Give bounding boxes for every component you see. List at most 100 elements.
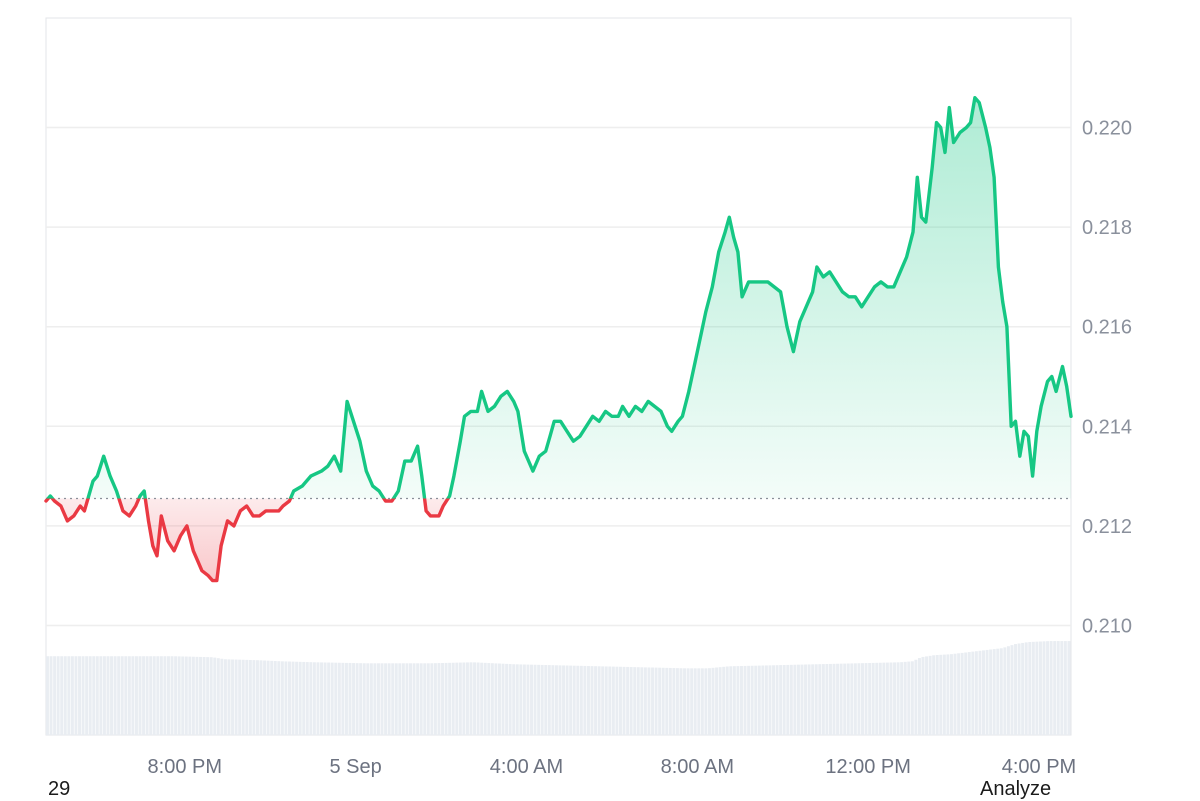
volume-bar [501,663,505,735]
volume-bar [384,663,388,735]
volume-bar [1046,641,1050,735]
volume-bar [426,663,430,735]
volume-bar [1056,641,1060,735]
volume-bar [875,662,879,735]
volume-bar [754,665,758,735]
volume-bar [626,666,630,735]
volume-bar [562,665,566,735]
volume-bar [868,662,872,735]
volume-bar [124,656,128,735]
volume-bar [743,665,747,735]
volume-bar [216,658,220,735]
volume-bar [857,663,861,735]
volume-bar [750,665,754,735]
volume-bar [280,661,284,735]
volume-bar [412,663,416,735]
volume-bar [448,662,452,735]
volume-bar [704,668,708,735]
volume-bar [964,652,968,735]
volume-bar [433,663,437,735]
volume-bar [796,664,800,735]
volume-bar [476,662,480,735]
x-tick-label: 8:00 AM [661,756,734,778]
area-fill-below-baseline [46,498,1071,581]
volume-bar [729,666,733,735]
volume-bar [227,659,231,735]
volume-bar [409,663,412,735]
volume-bar [679,668,683,735]
volume-bar [839,663,843,735]
volume-bar [67,656,71,735]
volume-bar [1024,642,1028,735]
volume-bar [487,663,491,735]
volume-bar [526,664,530,735]
volume-bar [284,661,288,735]
volume-bar [736,666,740,735]
volume-bar [967,652,971,735]
volume-bar [572,665,576,735]
volume-bar [416,663,420,735]
volume-bar [145,656,149,735]
volume-bar [775,665,779,735]
volume-bar [1067,641,1071,735]
volume-bar [167,656,170,735]
volume-bar [608,666,612,735]
volume-bar [622,666,626,735]
volume-bar [786,664,790,735]
volume-bar [223,659,227,735]
volume-bar [715,667,719,735]
x-axis: 8:00 PM 5 Sep 4:00 AM 8:00 AM 12:00 PM 4:00 P… [148,756,1077,778]
volume-bar [441,662,445,735]
volume-bar [661,667,665,735]
volume-bar [811,664,815,735]
volume-bar [651,667,654,735]
volume-bar [974,651,978,735]
y-tick-label: 0.214 [1082,416,1132,438]
volume-bar [245,659,249,735]
volume-bar [1060,641,1064,735]
volume-bar [341,662,345,735]
volume-bar [92,656,96,735]
volume-bar [740,666,743,735]
volume-bar [74,656,78,735]
volume-bar [935,655,939,735]
volume-bar [473,662,477,735]
volume-bar [643,667,647,735]
volume-bar [1017,643,1021,735]
volume-bar [1003,647,1007,735]
volume-bar [309,662,313,735]
volume-bar [611,666,615,735]
volume-bar [683,668,687,735]
volume-bar [928,655,932,735]
volume-bar [1021,642,1025,735]
volume-bar [142,656,146,735]
volume-bar [88,656,92,735]
volume-bar [234,659,238,735]
volume-bar [81,656,85,735]
volume-bar [818,664,822,735]
volume-bar [522,664,526,735]
volume-bar [159,656,163,735]
volume-bar [191,656,195,735]
analyze-link[interactable]: Analyze [980,778,1052,800]
volume-bar [597,666,601,735]
volume-bar [373,663,377,735]
y-axis: 0.220 0.218 0.216 0.214 0.212 0.210 [1082,118,1132,638]
volume-bar [99,656,103,735]
volume-bar [700,668,704,735]
volume-bar [871,662,875,735]
x-tick-label: 5 Sep [330,756,382,778]
volume-bar [804,664,808,735]
volume-bar [181,656,185,735]
volume-bar [369,663,373,735]
volume-bar [893,662,897,735]
volume-bar [843,663,847,735]
volume-bar [170,656,174,735]
y-tick-label: 0.212 [1082,516,1132,538]
volume-bar [996,648,1000,735]
volume-bar [213,657,217,735]
volume-bar [551,665,555,735]
volume-bar [302,661,306,735]
volume-bar [277,661,281,735]
